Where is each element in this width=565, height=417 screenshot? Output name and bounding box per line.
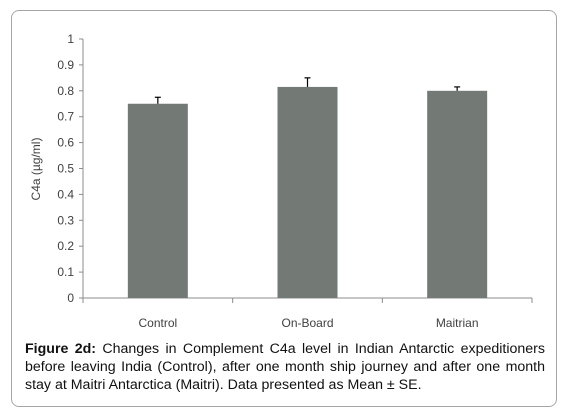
y-tick-label: 0.8: [57, 84, 74, 98]
y-tick-label: 0.9: [57, 58, 74, 72]
bar-chart: 0 0.1 0.2 0.3 0.4 0.5 0.6 0.7 0.8 0.9 1 Control On-B…: [29, 32, 533, 330]
y-tick-label: 0.3: [57, 213, 74, 227]
y-tick-label: 1: [67, 32, 74, 46]
caption-label: Figure 2d:: [25, 341, 96, 357]
y-tick-label: 0.6: [57, 136, 74, 150]
y-axis-label: C4a (µg/ml): [29, 138, 43, 201]
chart-bars: [127, 77, 488, 298]
y-tick-label: 0.2: [57, 239, 74, 253]
bar: [427, 90, 488, 298]
y-tick-label: 0.5: [57, 162, 74, 176]
x-tick-label: On-Board: [281, 316, 333, 330]
figure-caption: Figure 2d: Changes in Complement C4a lev…: [25, 340, 545, 394]
x-tick-label: Control: [138, 316, 177, 330]
y-tick-label: 0.7: [57, 110, 74, 124]
y-tick-label: 0.4: [57, 187, 74, 201]
caption-text: Changes in Complement C4a level in India…: [25, 341, 545, 393]
y-tick-label: 0.1: [57, 265, 74, 279]
bar: [277, 86, 338, 298]
chart-tick-labels: 0 0.1 0.2 0.3 0.4 0.5 0.6 0.7 0.8 0.9 1 Control On-B…: [57, 32, 478, 330]
y-tick-label: 0: [67, 291, 74, 305]
bar: [127, 103, 188, 298]
x-tick-label: Maitrian: [436, 316, 479, 330]
